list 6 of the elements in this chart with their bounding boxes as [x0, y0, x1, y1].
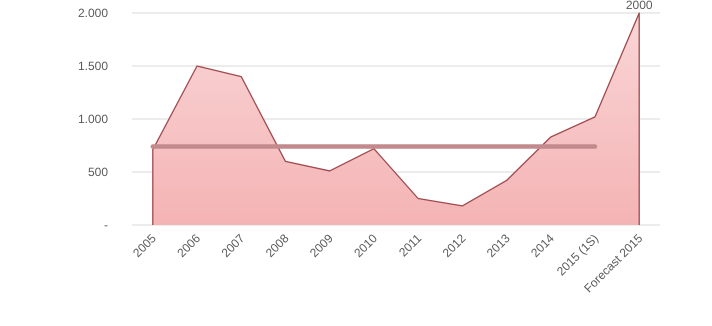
y-tick-label: 1.500 [78, 59, 108, 74]
y-tick-label: 1.000 [78, 112, 108, 126]
y-tick-label: 2.000 [78, 6, 108, 20]
y-tick-label: - [104, 218, 108, 232]
data-label: 2000 [626, 0, 653, 12]
y-tick-label: 500 [88, 165, 108, 180]
